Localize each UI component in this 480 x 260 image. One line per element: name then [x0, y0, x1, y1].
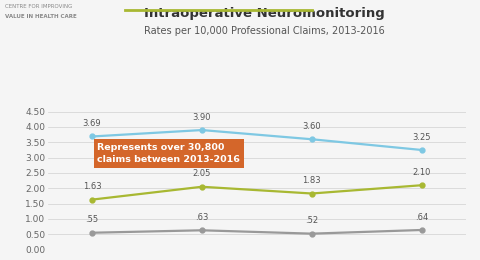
Text: .52: .52: [305, 216, 318, 225]
Text: .64: .64: [415, 213, 428, 222]
Text: 2.05: 2.05: [192, 170, 211, 178]
Text: 3.69: 3.69: [83, 119, 101, 128]
Text: 3.60: 3.60: [302, 122, 321, 131]
Text: Represents over 30,800
claims between 2013-2016: Represents over 30,800 claims between 20…: [97, 143, 240, 164]
Text: 3.90: 3.90: [192, 113, 211, 122]
Text: Rates per 10,000 Professional Claims, 2013-2016: Rates per 10,000 Professional Claims, 20…: [144, 26, 384, 36]
Text: 1.83: 1.83: [302, 176, 321, 185]
Text: VALUE IN HEALTH CARE: VALUE IN HEALTH CARE: [5, 14, 76, 19]
Text: Intraoperative Neuromonitoring: Intraoperative Neuromonitoring: [144, 6, 384, 20]
Text: CENTRE FOR IMPROVING: CENTRE FOR IMPROVING: [5, 4, 72, 9]
Text: .63: .63: [195, 213, 208, 222]
Text: .55: .55: [85, 215, 98, 224]
Text: 3.25: 3.25: [412, 133, 431, 142]
Text: 2.10: 2.10: [412, 168, 431, 177]
Text: 1.63: 1.63: [83, 182, 101, 191]
